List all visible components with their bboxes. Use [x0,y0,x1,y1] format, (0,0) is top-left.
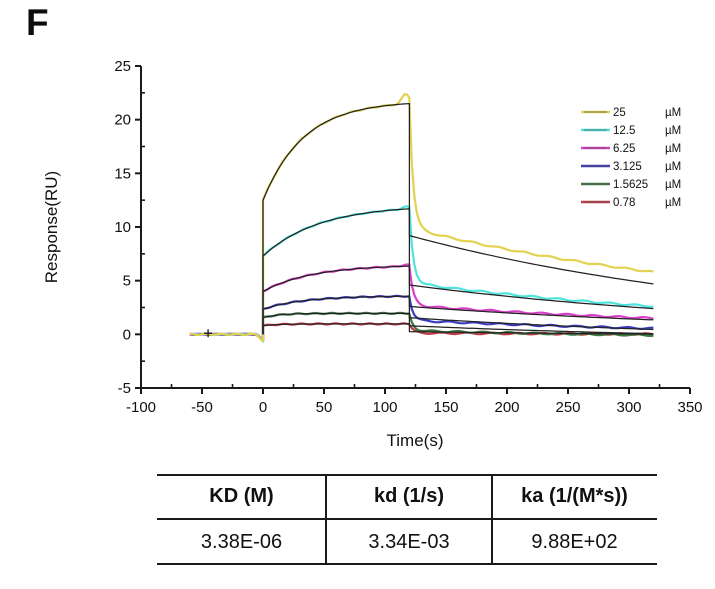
table-rule-middle [157,518,657,520]
axis-ticks [135,65,691,394]
x-tick-label: 50 [316,399,333,416]
table-header-kd-m: KD (M) [209,485,274,507]
y-tick-label: 10 [114,219,131,236]
legend-unit-label: µM [665,197,681,209]
kinetics-table: KD (M) kd (1/s) ka (1/(M*s)) 3.38E-06 3.… [157,474,657,565]
fit-curve-6.25uM [262,265,654,335]
x-tick-label: 0 [259,399,267,416]
legend-unit-label: µM [665,125,681,137]
legend-concentration-label: 3.125 [613,161,642,173]
fit-curve-0.78uM [262,323,654,335]
x-tick-label: 200 [494,399,519,416]
table-value-kd-m: 3.38E-06 [200,530,283,553]
table-rule-top [157,474,657,476]
x-tick-label: -50 [191,399,213,416]
y-tick-label: 25 [114,58,131,75]
table-separator-2 [491,476,493,563]
table-header-kd-1s: kd (1/s) [373,485,445,507]
legend-concentration-label: 12.5 [613,125,635,137]
x-axis-title: Time(s) [387,431,444,450]
y-axis-title: Response(RU) [42,171,61,283]
y-tick-label: 20 [114,112,131,129]
axes [140,66,690,389]
axis-lines [140,66,690,389]
fit-curve-1.5625uM [262,312,654,335]
x-tick-label: 150 [433,399,458,416]
y-tick-label: 15 [114,165,131,182]
table-separator-1 [325,476,327,563]
y-tick-label: 0 [123,326,131,343]
legend-unit-label: µM [665,179,681,191]
table-value-ka: 9.88E+02 [531,530,618,553]
panel-label: F [26,2,49,43]
legend-concentration-label: 6.25 [613,143,635,155]
x-tick-label: 100 [372,399,397,416]
x-tick-label: 250 [555,399,580,416]
legend-concentration-label: 0.78 [613,197,635,209]
fit-curve-25uM [262,102,654,335]
baseline-spike-cross [204,329,213,338]
table-value-kd-1s: 3.34E-03 [368,530,450,553]
legend-unit-label: µM [665,107,681,119]
y-tick-label: -5 [118,380,131,397]
legend-concentration-label: 1.5625 [613,179,648,191]
baseline-spike-marker [204,329,213,338]
legend-unit-label: µM [665,143,681,155]
legend-unit-label: µM [665,161,681,173]
fit-curve-12.5uM [262,208,654,335]
chart-legend: 25 µM 12.5 µM 6.25 µM 3.125 µM 1.5625 µM 0.78 µM [581,107,681,209]
x-tick-label: -100 [126,399,156,416]
fit-curve-3.125uM [262,295,654,335]
fit-curves [262,102,654,335]
sensorgram-chart: -100 -50 0 50 100 150 200 250 300 350-50510152025… [42,58,703,450]
data-curves [189,93,654,343]
x-tick-label: 350 [677,399,702,416]
table-header-ka: ka (1/(M*s)) [521,485,628,507]
y-tick-label: 5 [123,273,131,290]
x-tick-label: 300 [616,399,641,416]
table-rule-bottom [157,563,657,565]
legend-concentration-label: 25 [613,107,626,119]
